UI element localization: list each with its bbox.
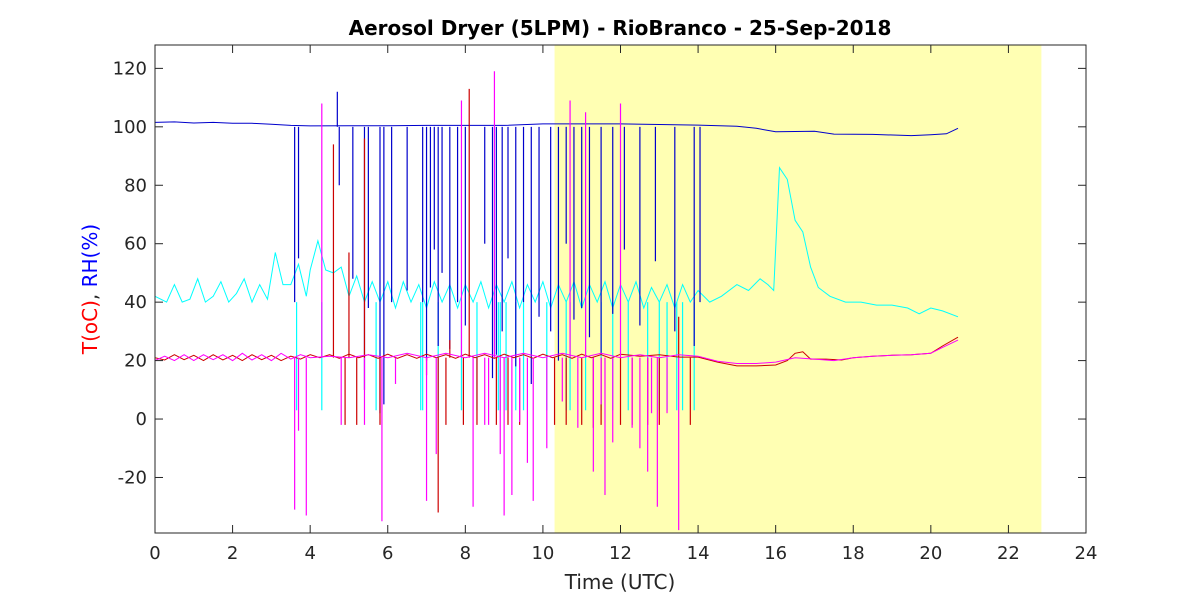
y-axis-label-part: RH(%) [78, 224, 102, 288]
series-3 [155, 71, 959, 531]
x-tick-label: 20 [919, 543, 942, 564]
x-tick-label: 22 [997, 543, 1020, 564]
y-tick-label: 20 [124, 351, 147, 372]
chart-title: Aerosol Dryer (5LPM) - RioBranco - 25-Se… [349, 16, 892, 40]
x-tick-label: 0 [149, 543, 160, 564]
y-tick-label: 120 [113, 58, 147, 79]
x-tick-label: 12 [609, 543, 632, 564]
y-tick-label: 100 [113, 117, 147, 138]
series-1 [155, 91, 959, 414]
y-axis-label: T(oC), RH(%) [78, 224, 102, 355]
series-layer [155, 71, 959, 531]
y-tick-label: 60 [124, 234, 147, 255]
y-axis-label-part: , [78, 287, 102, 300]
x-tick-label: 14 [687, 543, 710, 564]
y-tick-label: 0 [136, 409, 147, 430]
y-tick-label: -20 [118, 467, 147, 488]
x-tick-label: 6 [382, 543, 393, 564]
x-tick-label: 4 [304, 543, 315, 564]
y-tick-label: 40 [124, 292, 147, 313]
x-tick-label: 2 [227, 543, 238, 564]
y-tick-label: 80 [124, 175, 147, 196]
series-line-1 [155, 121, 959, 137]
y-axis-label-part: T(oC) [78, 300, 102, 355]
x-tick-label: 18 [842, 543, 865, 564]
x-tick-label: 16 [764, 543, 787, 564]
x-tick-label: 8 [460, 543, 471, 564]
x-axis-label: Time (UTC) [564, 570, 676, 594]
x-tick-label: 10 [531, 543, 554, 564]
series-line-3 [155, 339, 959, 364]
highlight-band [554, 45, 1042, 533]
x-tick-label: 24 [1075, 543, 1098, 564]
